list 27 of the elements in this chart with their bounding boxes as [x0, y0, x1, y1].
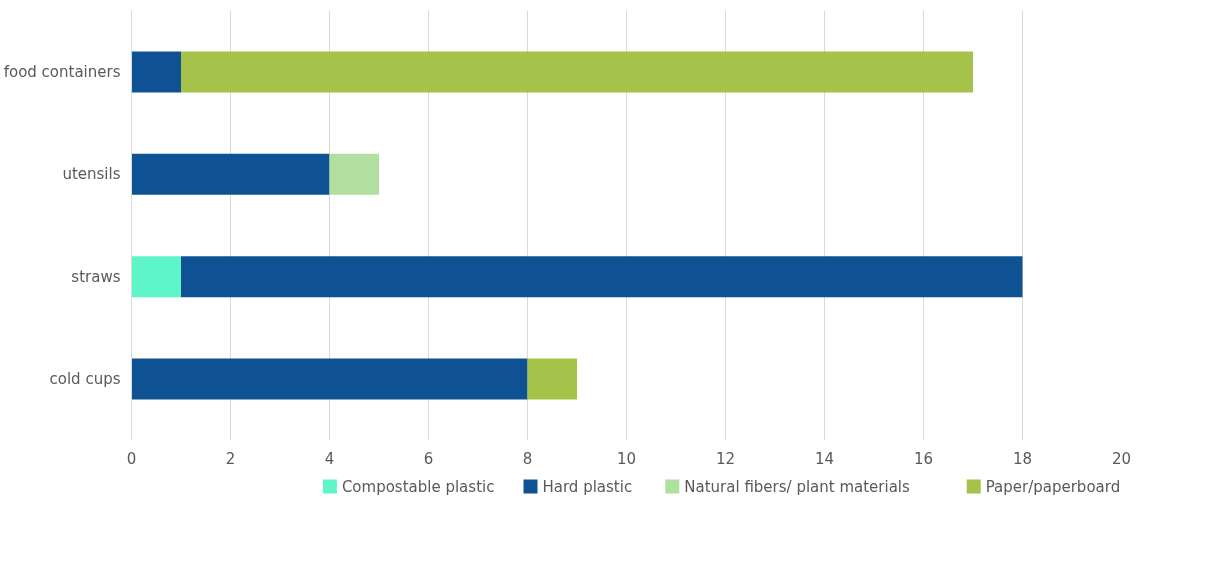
y-tick-label: food containers [3, 62, 121, 81]
legend-label: Paper/paperboard [985, 477, 1121, 496]
x-tick-label: 4 [324, 449, 335, 468]
bar [181, 256, 1023, 298]
y-tick-label: utensils [62, 165, 121, 184]
x-tick-label: 6 [423, 449, 434, 468]
bar [131, 256, 181, 298]
x-tick-label: 12 [715, 449, 736, 468]
bar [131, 358, 528, 400]
bar [131, 51, 181, 93]
x-tick-label: 8 [522, 449, 533, 468]
legend-label: Compostable plastic [341, 477, 495, 496]
y-tick-label: straws [71, 267, 121, 286]
x-tick-label: 16 [913, 449, 934, 468]
x-tick-label: 20 [1111, 449, 1132, 468]
bar [527, 358, 577, 400]
x-tick-label: 2 [225, 449, 236, 468]
legend-label: Hard plastic [542, 477, 633, 496]
x-tick-label: 0 [126, 449, 137, 468]
y-tick-label: cold cups [49, 370, 121, 389]
legend-label: Natural fibers/ plant materials [684, 477, 911, 496]
x-tick-label: 14 [814, 449, 835, 468]
x-tick-label: 18 [1012, 449, 1033, 468]
bar [131, 153, 330, 195]
bar [329, 153, 379, 195]
bar [181, 51, 973, 93]
x-tick-label: 10 [616, 449, 637, 468]
